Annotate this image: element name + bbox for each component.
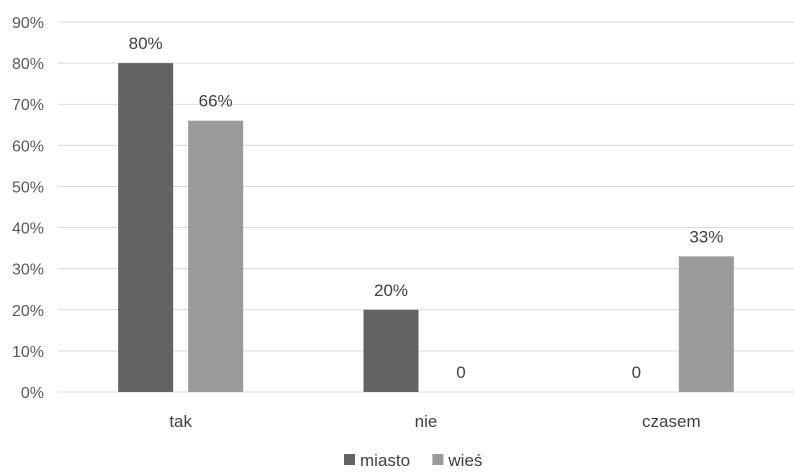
bar (188, 120, 244, 393)
y-tick-label: 40% (12, 221, 44, 238)
data-label: 0 (632, 363, 641, 382)
y-tick-label: 30% (12, 262, 44, 279)
y-tick-label: 80% (12, 56, 44, 73)
y-tick-label: 60% (12, 138, 44, 155)
bars (118, 63, 734, 393)
y-tick-label: 90% (12, 15, 44, 32)
x-tick-label: czasem (642, 412, 701, 431)
legend: miasto wieś (344, 451, 482, 470)
bar (678, 256, 734, 392)
y-tick-label: 20% (12, 303, 44, 320)
data-labels: 80% 66% 20% 0 0 33% (129, 34, 724, 382)
legend-label: miasto (360, 451, 410, 470)
y-tick-label: 50% (12, 179, 44, 196)
gridlines (58, 21, 794, 393)
data-label: 66% (199, 92, 233, 111)
y-tick-label: 70% (12, 97, 44, 114)
data-label: 0 (456, 363, 465, 382)
legend-label: wieś (447, 451, 482, 470)
legend-swatch (432, 454, 444, 465)
data-label: 33% (689, 227, 723, 246)
x-tick-label: nie (415, 412, 438, 431)
y-axis-ticks: 0% 10% 20% 30% 40% 50% 60% 70% 80% 90% (12, 15, 44, 402)
data-label: 20% (374, 281, 408, 300)
x-tick-label: tak (169, 412, 192, 431)
y-tick-label: 10% (12, 344, 44, 361)
legend-swatch (344, 454, 355, 465)
y-tick-label: 0% (21, 385, 44, 402)
data-label: 80% (129, 34, 163, 53)
x-axis-ticks: tak nie czasem (169, 412, 700, 431)
bar (118, 63, 174, 392)
bar (363, 309, 419, 392)
